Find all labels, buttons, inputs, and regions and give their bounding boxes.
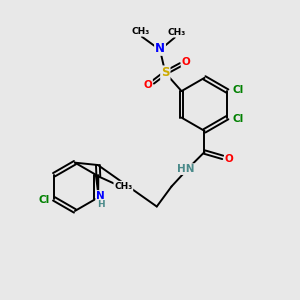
Text: O: O: [225, 154, 234, 164]
Text: CH₃: CH₃: [168, 28, 186, 37]
Text: O: O: [182, 57, 190, 67]
Text: H: H: [97, 200, 105, 209]
Text: S: S: [161, 66, 170, 80]
Text: Cl: Cl: [233, 114, 244, 124]
Text: CH₃: CH₃: [131, 27, 149, 36]
Text: Cl: Cl: [233, 85, 244, 94]
Text: O: O: [143, 80, 152, 90]
Text: N: N: [155, 42, 165, 55]
Text: N: N: [96, 191, 105, 201]
Text: Cl: Cl: [38, 195, 49, 205]
Text: HN: HN: [177, 164, 194, 174]
Text: CH₃: CH₃: [114, 182, 133, 190]
